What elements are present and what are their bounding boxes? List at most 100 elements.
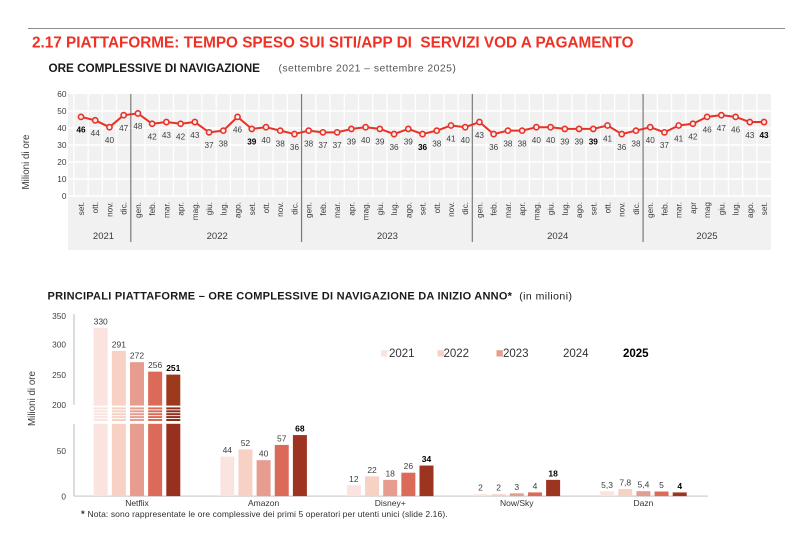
- svg-text:Disney+: Disney+: [375, 498, 406, 508]
- svg-text:40: 40: [105, 136, 115, 145]
- svg-text:nov.: nov.: [105, 202, 114, 217]
- svg-text:0: 0: [61, 492, 66, 502]
- svg-text:50: 50: [57, 106, 67, 116]
- svg-text:mar.: mar.: [504, 202, 513, 218]
- svg-text:Now/Sky: Now/Sky: [500, 498, 534, 508]
- svg-text:set.: set.: [760, 202, 769, 215]
- svg-text:5: 5: [659, 480, 664, 490]
- svg-text:gen.: gen.: [475, 202, 484, 218]
- svg-text:2: 2: [496, 483, 501, 493]
- svg-text:PRINCIPALI PIATTAFORME – ORE C: PRINCIPALI PIATTAFORME – ORE COMPLESSIVE…: [48, 291, 573, 303]
- svg-text:ott.: ott.: [604, 202, 613, 213]
- svg-text:nov.: nov.: [447, 202, 456, 217]
- svg-text:37: 37: [333, 141, 343, 150]
- svg-text:44: 44: [91, 129, 101, 138]
- svg-text:291: 291: [112, 339, 126, 349]
- svg-text:40: 40: [646, 136, 656, 145]
- svg-text:nov.: nov.: [276, 202, 285, 217]
- svg-text:ago.: ago.: [404, 202, 413, 218]
- svg-text:330: 330: [94, 316, 108, 326]
- svg-text:18: 18: [548, 468, 558, 478]
- svg-text:37: 37: [318, 141, 328, 150]
- svg-text:2021: 2021: [389, 348, 415, 360]
- svg-text:2022: 2022: [444, 348, 470, 360]
- svg-text:mag.: mag.: [532, 202, 541, 220]
- svg-text:20: 20: [57, 157, 67, 167]
- svg-text:22: 22: [367, 465, 377, 475]
- svg-text:350: 350: [52, 311, 66, 321]
- svg-text:300: 300: [52, 340, 66, 350]
- svg-text:4: 4: [533, 481, 538, 491]
- svg-text:(settembre 2021 – settembre 20: (settembre 2021 – settembre 2025): [279, 63, 457, 74]
- svg-text:44: 44: [223, 445, 233, 455]
- svg-text:giu.: giu.: [717, 202, 726, 215]
- svg-text:giu.: giu.: [205, 202, 214, 215]
- svg-text:43: 43: [745, 131, 755, 140]
- svg-text:2023: 2023: [377, 231, 398, 242]
- svg-text:Milioni di ore: Milioni di ore: [21, 134, 32, 190]
- svg-text:mag.: mag.: [191, 202, 200, 220]
- svg-text:12: 12: [349, 474, 359, 484]
- svg-text:2022: 2022: [207, 231, 228, 242]
- svg-text:39: 39: [574, 138, 584, 147]
- svg-text:giu.: giu.: [547, 202, 556, 215]
- svg-text:lug.: lug.: [219, 202, 228, 215]
- svg-text:feb.: feb.: [490, 202, 499, 216]
- svg-text:mar.: mar.: [162, 202, 171, 218]
- svg-text:39: 39: [247, 138, 257, 147]
- svg-text:43: 43: [162, 131, 172, 140]
- svg-text:apr.: apr.: [518, 202, 527, 216]
- svg-text:36: 36: [390, 143, 400, 152]
- svg-text:2023: 2023: [503, 348, 529, 360]
- svg-text:feb.: feb.: [319, 202, 328, 216]
- svg-text:apr: apr: [689, 202, 698, 214]
- svg-text:256: 256: [148, 360, 162, 370]
- svg-text:57: 57: [277, 433, 287, 443]
- svg-text:39: 39: [404, 138, 414, 147]
- svg-text:set.: set.: [77, 202, 86, 215]
- svg-text:42: 42: [176, 133, 186, 142]
- svg-text:52: 52: [241, 438, 251, 448]
- svg-text:40: 40: [461, 136, 471, 145]
- svg-text:40: 40: [361, 136, 371, 145]
- svg-text:38: 38: [631, 139, 641, 148]
- svg-text:46: 46: [76, 126, 86, 135]
- svg-text:* Nota: sono rappresentate le: * Nota: sono rappresentate le ore comple…: [81, 509, 448, 520]
- svg-text:apr.: apr.: [347, 202, 356, 216]
- svg-text:200: 200: [52, 400, 66, 410]
- svg-text:250: 250: [52, 370, 66, 380]
- svg-text:42: 42: [688, 133, 698, 142]
- svg-text:38: 38: [503, 139, 513, 148]
- svg-text:36: 36: [418, 143, 428, 152]
- svg-text:4: 4: [677, 481, 682, 491]
- svg-text:36: 36: [617, 143, 627, 152]
- svg-text:lug.: lug.: [561, 202, 570, 215]
- svg-text:Milioni di ore: Milioni di ore: [27, 370, 38, 426]
- svg-text:46: 46: [703, 126, 713, 135]
- svg-text:40: 40: [57, 123, 67, 133]
- svg-text:2024: 2024: [563, 348, 589, 360]
- svg-text:ORE COMPLESSIVE DI NAVIGAZIONE: ORE COMPLESSIVE DI NAVIGAZIONE: [49, 62, 261, 75]
- svg-text:38: 38: [304, 139, 314, 148]
- svg-text:mag: mag: [703, 202, 712, 218]
- svg-text:dic.: dic.: [120, 202, 129, 215]
- svg-text:2021: 2021: [93, 231, 114, 242]
- svg-text:ago.: ago.: [746, 202, 755, 218]
- svg-text:mar.: mar.: [333, 202, 342, 218]
- svg-text:ott.: ott.: [91, 202, 100, 213]
- svg-text:mag.: mag.: [362, 202, 371, 220]
- svg-text:36: 36: [290, 143, 300, 152]
- svg-text:60: 60: [57, 89, 67, 99]
- svg-text:26: 26: [404, 461, 414, 471]
- svg-text:nov.: nov.: [618, 202, 627, 217]
- svg-text:ott.: ott.: [433, 202, 442, 213]
- svg-text:41: 41: [446, 134, 456, 143]
- svg-text:38: 38: [276, 139, 286, 148]
- svg-text:50: 50: [57, 446, 67, 456]
- svg-text:set.: set.: [589, 202, 598, 215]
- svg-text:39: 39: [347, 138, 357, 147]
- svg-text:37: 37: [660, 141, 670, 150]
- svg-text:dic.: dic.: [632, 202, 641, 215]
- svg-text:39: 39: [560, 138, 570, 147]
- svg-text:46: 46: [233, 126, 243, 135]
